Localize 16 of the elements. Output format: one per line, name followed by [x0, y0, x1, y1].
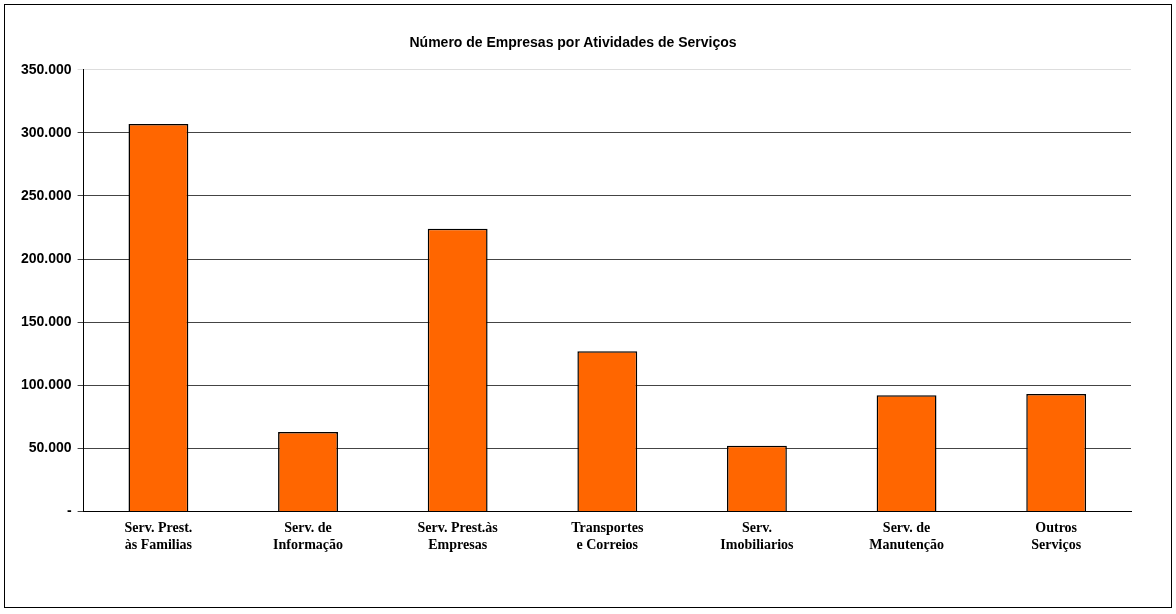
y-tick-label: 350.000 [21, 60, 72, 77]
y-tick-label: 50.000 [28, 439, 72, 456]
y-tick-label: 100.000 [21, 376, 72, 393]
y-tick-label: - [66, 502, 72, 519]
x-tick-label: Transportes e Correios [571, 520, 644, 553]
y-tick-label: 300.000 [21, 123, 72, 140]
y-tick-label: 200.000 [21, 249, 72, 266]
x-tick-label: Serv. Prest. às Familias [124, 520, 193, 553]
x-tick-label: Serv. de Informação [273, 520, 344, 553]
chart-title: Número de Empresas por Atividades de Serviços [409, 34, 737, 51]
x-tick-label: Serv. Imobiliarios [720, 520, 795, 553]
x-tick-label: Serv. de Manutenção [869, 520, 944, 553]
y-tick-label: 250.000 [21, 186, 72, 203]
x-tick-label: Outros Serviços [1031, 520, 1082, 553]
x-tick-label: Serv. Prest.às Empresas [417, 520, 499, 553]
y-tick-label: 150.000 [21, 313, 72, 329]
